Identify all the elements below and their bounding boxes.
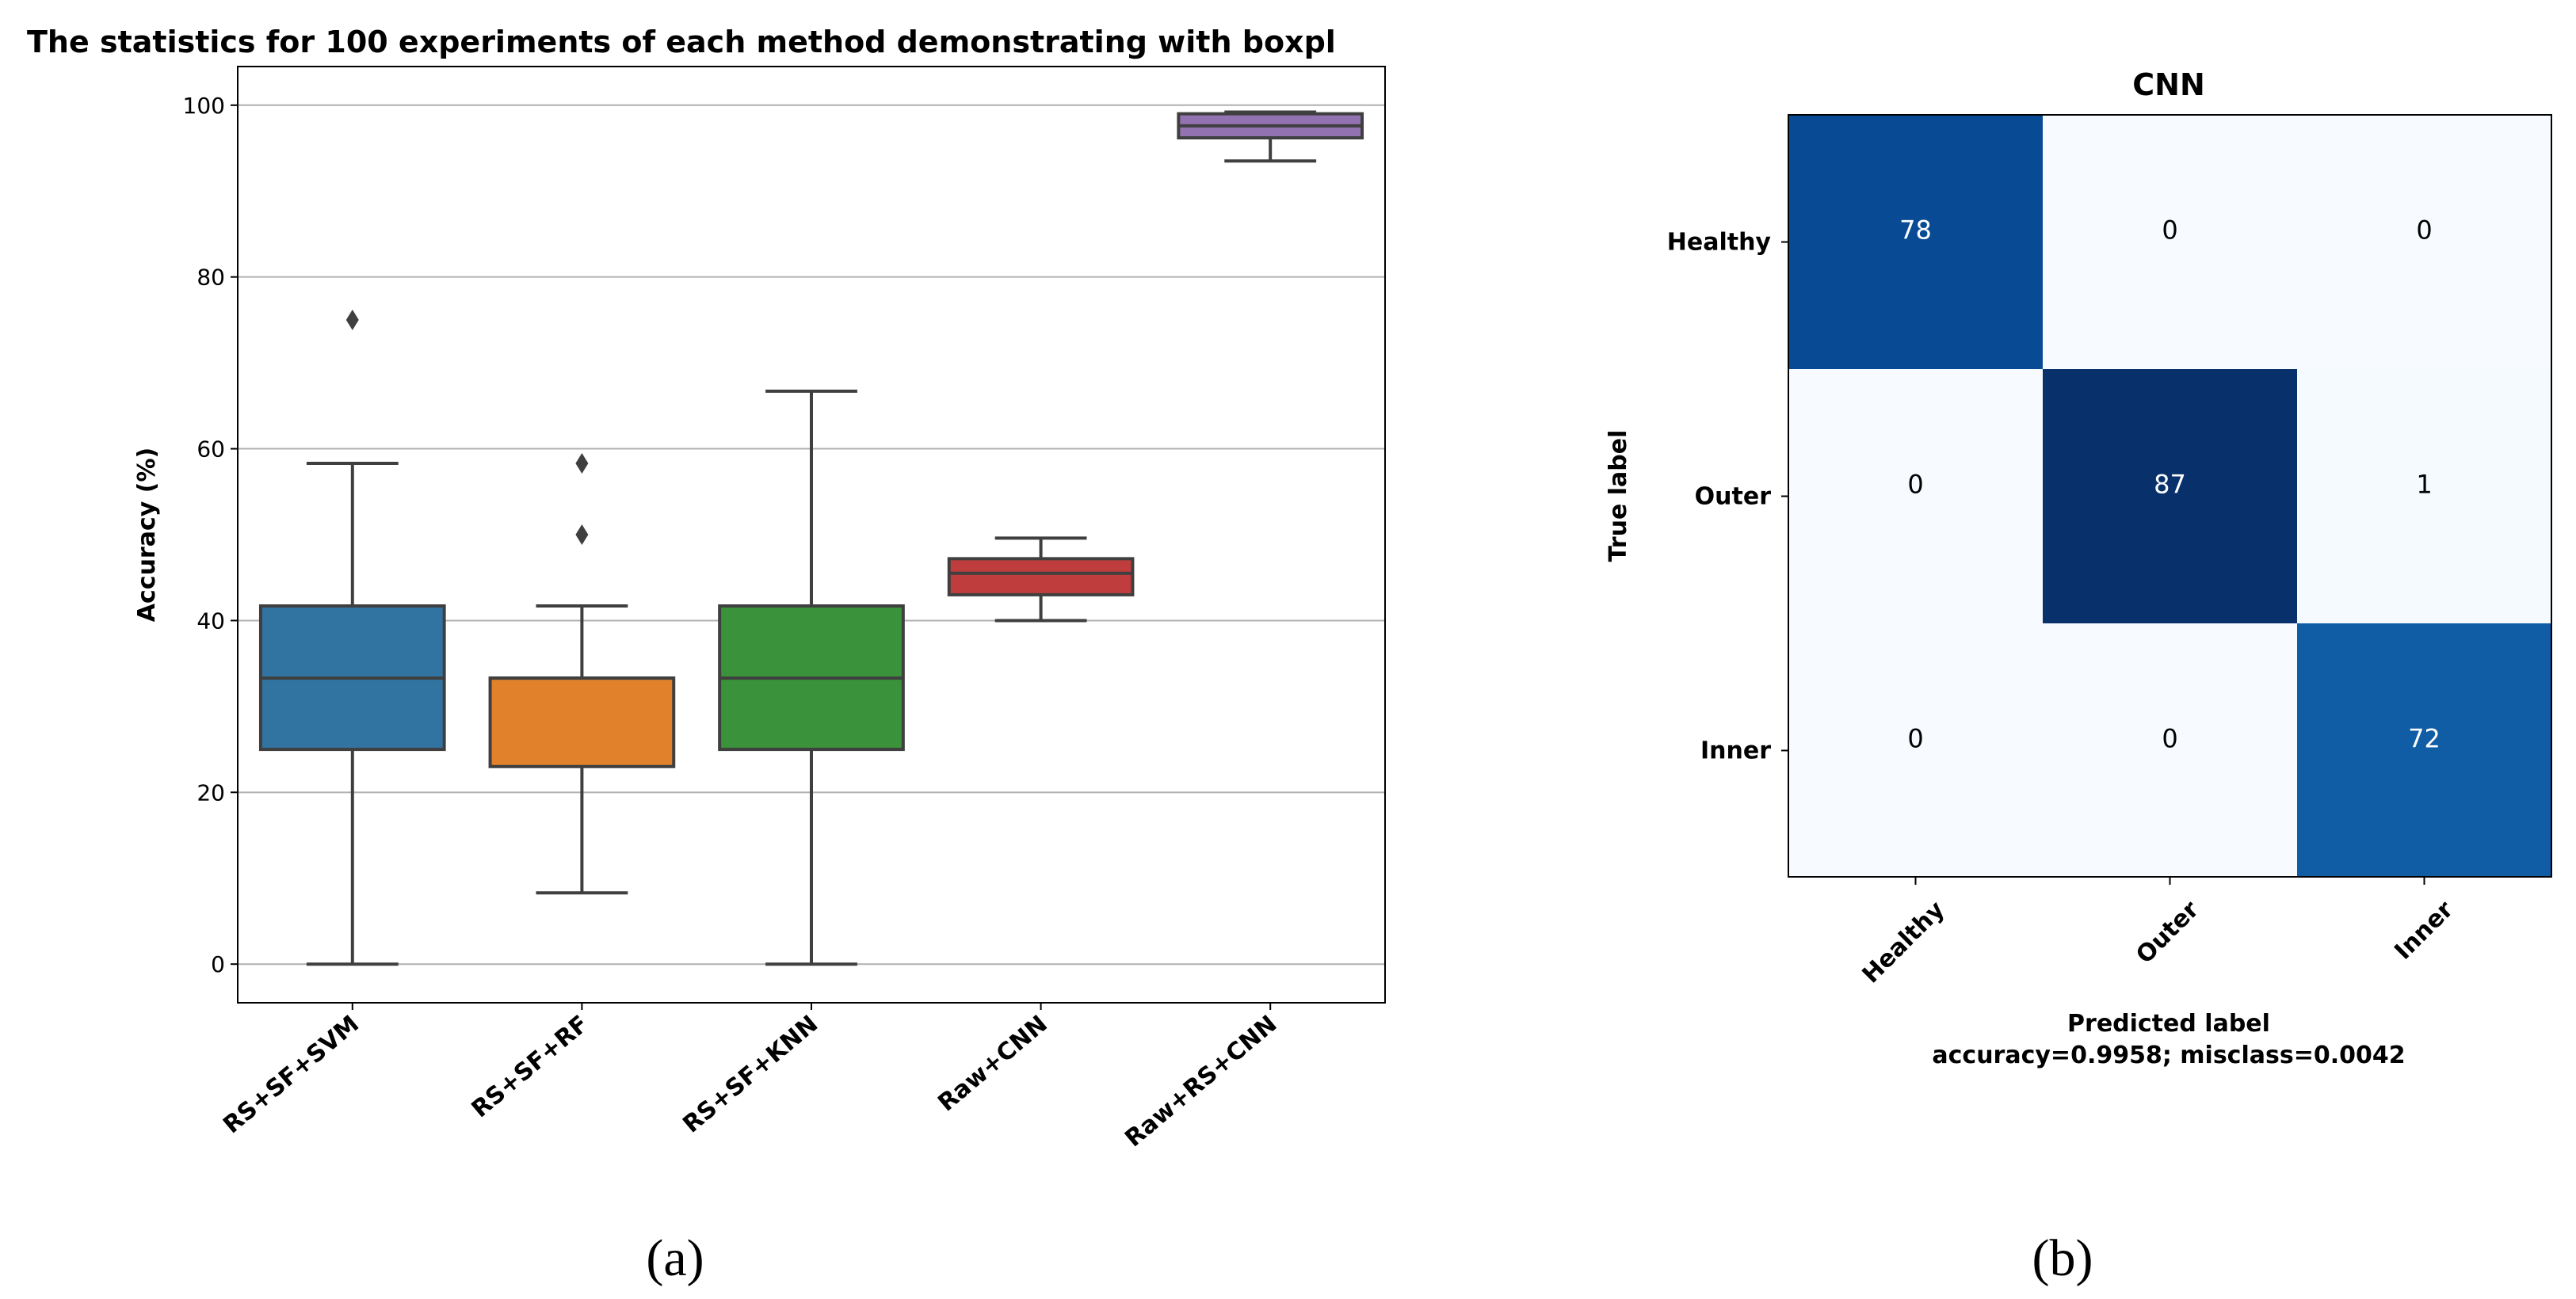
boxplot-panel: The statistics for 100 experiments of ea…: [27, 25, 1386, 1287]
cm-cell-r2c0: [1788, 623, 2043, 878]
cm-value-r2c2: 72: [2408, 724, 2441, 754]
cm-row-label-healthy: Healthy: [1667, 229, 1772, 257]
cm-value-r1c0: 0: [1907, 470, 1923, 500]
confusion-matrix-predicted-label: Predicted label: [2067, 1010, 2270, 1038]
confusion-matrix-cells: 78 0 0 0 87 1 0 0 72: [1788, 115, 2551, 878]
outlier-rs-sf-rf-1: [575, 452, 589, 474]
x-tick-label-raw-rs-cnn: Raw+RS+CNN: [1120, 1010, 1282, 1152]
cm-value-r2c1: 0: [2162, 724, 2177, 754]
cm-cell-r2c1: [2043, 623, 2297, 878]
boxplot-y-ticks: 0 20 40 60 80 100: [183, 93, 238, 977]
cm-value-r1c2: 1: [2416, 470, 2432, 500]
cm-value-r0c1: 0: [2162, 215, 2177, 246]
x-tick-label-rs-sf-svm: RS+SF+SVM: [218, 1010, 364, 1139]
confusion-matrix-panel: CNN 78 0 0 0 87 1 0 0 72 Healthy Outer Inner Healt…: [1605, 67, 2552, 1287]
boxplot-y-label: Accuracy (%): [133, 448, 161, 622]
cm-cell-r0c0: [1788, 115, 2043, 369]
cm-col-label-healthy: Healthy: [1857, 896, 1951, 989]
cm-cell-r1c0: [1788, 369, 2043, 623]
cm-value-r0c0: 78: [1899, 215, 1932, 246]
subfigure-label-a: (a): [646, 1229, 704, 1287]
boxplot-title: The statistics for 100 experiments of ea…: [27, 25, 1336, 59]
cm-cell-r1c2: [2297, 369, 2551, 623]
x-tick-label-rs-sf-knn: RS+SF+KNN: [677, 1010, 823, 1138]
subfigure-label-b: (b): [2032, 1229, 2093, 1287]
cm-cell-r2c2: [2297, 623, 2551, 878]
boxplot-x-ticks: RS+SF+SVM RS+SF+RF RS+SF+KNN Raw+CNN Raw+RS+…: [218, 1003, 1282, 1152]
cm-cell-r1c1: [2043, 369, 2297, 623]
y-tick-label-100: 100: [183, 93, 225, 119]
cm-value-r0c2: 0: [2416, 215, 2432, 246]
boxplot-boxes: [258, 110, 1364, 966]
y-tick-label-40: 40: [197, 608, 225, 634]
box-raw-cnn: [947, 557, 1135, 596]
outlier-rs-sf-rf-0: [575, 524, 589, 545]
confusion-matrix-row-labels: Healthy Outer Inner: [1667, 229, 1788, 765]
cm-col-label-outer: Outer: [2131, 896, 2204, 969]
cm-cell-r0c2: [2297, 115, 2551, 369]
cm-value-r2c0: 0: [1907, 724, 1923, 754]
confusion-matrix-caption: accuracy=0.9958; misclass=0.0042: [1932, 1042, 2405, 1069]
confusion-matrix-title: CNN: [2132, 67, 2205, 102]
x-tick-label-rs-sf-rf: RS+SF+RF: [467, 1010, 594, 1123]
cm-cell-r0c1: [2043, 115, 2297, 369]
y-tick-label-0: 0: [211, 951, 225, 977]
cm-row-label-inner: Inner: [1700, 737, 1771, 765]
cm-value-r1c1: 87: [2154, 470, 2186, 500]
x-tick-label-raw-cnn: Raw+CNN: [933, 1010, 1053, 1117]
cm-col-label-inner: Inner: [2389, 896, 2459, 966]
cm-row-label-outer: Outer: [1695, 483, 1772, 511]
outlier-rs-sf-svm-0: [345, 309, 359, 330]
box-rs-sf-rf: [488, 676, 676, 768]
y-tick-label-20: 20: [197, 779, 225, 806]
confusion-matrix-true-label: True label: [1605, 430, 1632, 562]
confusion-matrix-col-labels: Healthy Outer Inner: [1857, 878, 2459, 989]
y-tick-label-60: 60: [197, 436, 225, 463]
y-tick-label-80: 80: [197, 265, 225, 291]
